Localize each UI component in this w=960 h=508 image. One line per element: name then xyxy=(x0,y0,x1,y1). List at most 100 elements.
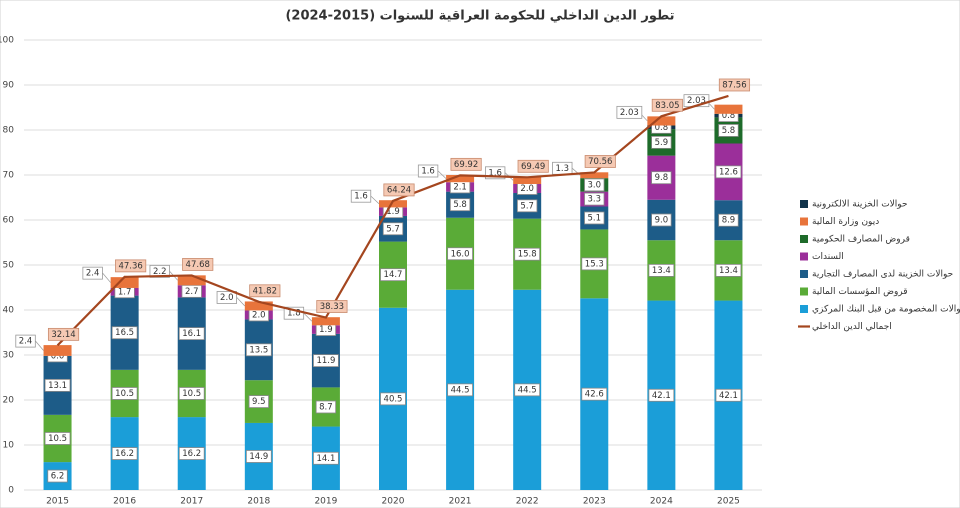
data-label: 14.1 xyxy=(316,454,335,464)
y-tick-label: 100 xyxy=(0,36,14,46)
data-label: 1.7 xyxy=(118,287,132,297)
data-label-box xyxy=(584,178,605,192)
data-label-box xyxy=(651,171,672,185)
data-label-box xyxy=(182,258,214,271)
data-label: 2.4 xyxy=(19,337,33,347)
x-tick-label: 2023 xyxy=(583,497,606,507)
x-tick-label: 2024 xyxy=(650,497,673,507)
data-label-box xyxy=(648,388,675,402)
data-label-box xyxy=(581,257,608,271)
data-label: 42.1 xyxy=(652,391,671,401)
y-tick-label: 40 xyxy=(3,306,15,316)
data-label: 42.6 xyxy=(585,390,604,400)
bar-segment xyxy=(714,104,743,114)
data-label: 38.33 xyxy=(320,302,344,312)
data-label: 32.14 xyxy=(51,330,75,340)
data-label: 5.7 xyxy=(386,224,400,234)
data-label: 16.1 xyxy=(182,329,201,339)
data-label: 9.5 xyxy=(252,397,266,407)
data-label: 14.7 xyxy=(384,270,403,280)
data-label-box xyxy=(616,105,643,119)
data-label: 42.1 xyxy=(719,391,738,401)
data-label-box xyxy=(651,213,672,227)
x-tick-label: 2020 xyxy=(382,497,405,507)
legend-label: قروض المصارف الحكومية xyxy=(812,235,910,245)
y-tick-label: 80 xyxy=(3,126,15,136)
data-label: 87.56 xyxy=(722,80,746,90)
legend-swatch xyxy=(800,235,808,243)
data-label-box xyxy=(449,198,471,212)
data-label: 16.2 xyxy=(182,449,201,459)
y-tick-label: 90 xyxy=(3,81,15,91)
callout xyxy=(236,297,246,307)
data-label: 69.49 xyxy=(521,162,545,172)
data-label-box xyxy=(115,259,147,273)
data-label: 10.5 xyxy=(115,389,134,399)
bar-segment xyxy=(311,317,340,326)
data-label: 40.5 xyxy=(384,394,403,404)
data-label: 6.2 xyxy=(51,472,65,482)
data-label: 12.6 xyxy=(719,167,738,177)
y-tick-label: 50 xyxy=(3,261,15,271)
data-label: 2.7 xyxy=(185,287,199,297)
data-label-box xyxy=(517,159,549,173)
data-label: 44.5 xyxy=(451,385,470,395)
data-label: 2.4 xyxy=(86,269,100,279)
data-label-box xyxy=(417,164,439,178)
bar-segment xyxy=(580,172,609,179)
data-label: 14.9 xyxy=(249,452,268,462)
legend-label: السندات xyxy=(812,252,844,262)
data-label: 13.5 xyxy=(249,345,268,355)
legend-swatch xyxy=(800,200,808,208)
data-label: 16.0 xyxy=(451,249,470,259)
data-label-box xyxy=(313,354,339,368)
data-label: 5.9 xyxy=(655,138,669,148)
data-label-box xyxy=(450,157,482,171)
data-label-box xyxy=(648,263,675,277)
data-label-box xyxy=(216,291,237,304)
data-label: 2.2 xyxy=(153,267,167,277)
legend-label: ديون وزارة المالية xyxy=(812,217,879,227)
legend-label: حوالات الخزينة الالكترونية xyxy=(812,200,908,210)
bar-segment xyxy=(110,277,139,288)
data-label-box xyxy=(584,192,605,206)
data-label: 2.0 xyxy=(220,293,234,303)
data-label-box xyxy=(718,78,751,92)
data-label: 1.6 xyxy=(354,192,368,202)
data-label: 9.8 xyxy=(655,173,669,183)
data-label-box xyxy=(380,268,406,282)
data-label-box xyxy=(178,327,205,341)
data-label: 44.5 xyxy=(518,385,537,395)
x-tick-label: 2022 xyxy=(516,497,539,507)
data-label: 3.3 xyxy=(588,195,602,205)
data-label-box xyxy=(149,264,170,278)
bar-segment xyxy=(43,345,72,356)
legend-label: قروض المؤسسات المالية xyxy=(812,287,908,297)
bar-segment xyxy=(244,301,273,311)
data-label: 5.8 xyxy=(722,126,736,136)
data-label: 70.56 xyxy=(588,157,612,167)
data-label-box xyxy=(383,183,415,197)
data-label: 1.3 xyxy=(556,164,570,174)
data-label-box xyxy=(514,383,541,397)
data-label: 41.82 xyxy=(253,286,277,296)
data-label-box xyxy=(715,388,742,402)
legend-swatch xyxy=(800,217,808,226)
data-label-box xyxy=(718,213,739,227)
data-label: 1.9 xyxy=(319,325,333,335)
x-tick-label: 2021 xyxy=(449,497,472,507)
bar-segment xyxy=(177,275,206,286)
y-tick-label: 20 xyxy=(3,396,15,406)
data-label: 11.9 xyxy=(316,356,335,366)
data-label: 9.0 xyxy=(655,216,669,226)
y-tick-label: 10 xyxy=(3,441,15,451)
data-label-box xyxy=(715,165,742,179)
legend-swatch xyxy=(800,252,808,261)
data-label-box xyxy=(350,189,372,203)
legend-label: اجمالي الدين الداخلي xyxy=(812,322,892,332)
data-label: 47.36 xyxy=(118,261,142,271)
data-label-box xyxy=(651,98,683,112)
data-label-box xyxy=(248,395,269,408)
data-label: 2.0 xyxy=(520,184,534,194)
